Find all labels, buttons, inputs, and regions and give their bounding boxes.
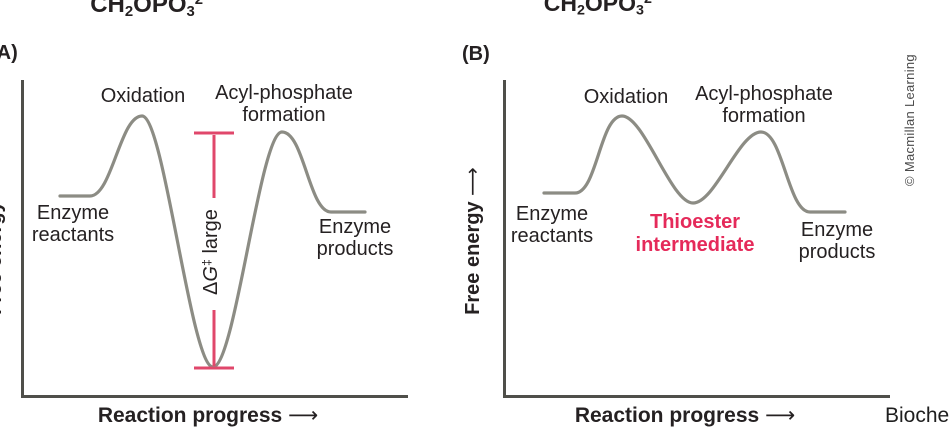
delta-g-annotation-line — [194, 131, 234, 370]
y-axis-label-text: Free energy — [0, 201, 6, 315]
panel-a-y-axis — [21, 80, 24, 397]
delta-g-large-label: ΔG‡ large — [200, 182, 224, 322]
x-axis-label-text: Reaction progress — [97, 404, 283, 427]
panel-b-products-label: Enzyme products — [777, 219, 897, 263]
panel-b-y-axis — [503, 80, 506, 397]
dg-suffix-text: large — [200, 209, 223, 260]
axis-arrow-glyph: ⟶ — [765, 403, 796, 427]
formula-part: CH — [543, 0, 577, 16]
panel-a-tag: (A) — [0, 42, 18, 64]
panel-b-x-axis — [503, 395, 890, 398]
panel-a-reactants-label: Enzyme reactants — [13, 202, 133, 246]
label-line: Enzyme — [318, 216, 392, 238]
label-line: formation — [722, 105, 806, 127]
panel-a-x-axis-label: Reaction progress ⟶ — [58, 403, 358, 428]
formula-charge: 2− — [194, 0, 212, 8]
axis-arrow-glyph: ⟶ — [288, 403, 319, 427]
panel-b-formula: CH2OPO32− — [502, 0, 702, 24]
panel-b-x-axis-label: Reaction progress ⟶ — [535, 403, 835, 428]
panel-a-formula: CH2OPO32− — [51, 0, 251, 26]
label-line: products — [316, 238, 394, 260]
label-line: reactants — [31, 224, 115, 246]
formula-part: CH — [90, 0, 125, 19]
formula-part: OPO — [584, 0, 637, 16]
delta-glyph: Δ — [200, 281, 223, 295]
panel-b-reactants-label: Enzyme reactants — [492, 203, 612, 247]
panel-a-oxidation-label: Oxidation — [100, 85, 186, 107]
panel-a-x-axis — [21, 395, 408, 398]
formula-subscript: 2 — [576, 2, 585, 19]
label-line: Enzyme — [515, 203, 589, 225]
label-line: intermediate — [635, 234, 755, 256]
panel-b-acyl-phosphate-label: Acyl-phosphate formation — [674, 83, 854, 127]
panel-a-y-axis-label: Free energy ⟶ — [0, 156, 6, 326]
label-line: Acyl-phosphate — [215, 82, 353, 104]
panel-a-products-label: Enzyme products — [295, 216, 415, 260]
y-axis-label-text: Free energy — [462, 201, 484, 315]
formula-subscript: 3 — [636, 2, 644, 19]
axis-arrow-glyph: ⟶ — [0, 167, 6, 196]
caption-fragment: Bioche — [885, 404, 950, 427]
label-line: reactants — [510, 225, 594, 247]
double-dagger-glyph: ‡ — [200, 259, 214, 267]
panel-b-tag: (B) — [462, 43, 490, 65]
gibbs-g-glyph: G — [200, 266, 223, 282]
panel-b-oxidation-label: Oxidation — [583, 86, 669, 108]
label-line: products — [798, 241, 876, 263]
panel-b-y-axis-label: Free energy ⟶ — [460, 156, 484, 326]
label-line: Enzyme — [800, 219, 874, 241]
label-line: Thioester — [649, 211, 741, 233]
macmillan-credit: © Macmillan Learning — [902, 54, 917, 186]
thioester-intermediate-label: Thioester intermediate — [615, 211, 775, 257]
x-axis-label-text: Reaction progress — [574, 404, 760, 427]
formula-subscript: 2 — [124, 3, 134, 20]
label-line: Acyl-phosphate — [695, 83, 833, 105]
formula-charge: 2− — [644, 0, 660, 7]
label-line: Enzyme — [36, 202, 110, 224]
panel-b-energy-curve — [542, 114, 847, 214]
formula-subscript: 3 — [186, 3, 195, 20]
panel-a-acyl-phosphate-label: Acyl-phosphate formation — [194, 82, 374, 126]
label-line: formation — [242, 104, 326, 126]
formula-part: OPO — [133, 0, 187, 19]
axis-arrow-glyph: ⟶ — [460, 167, 484, 196]
